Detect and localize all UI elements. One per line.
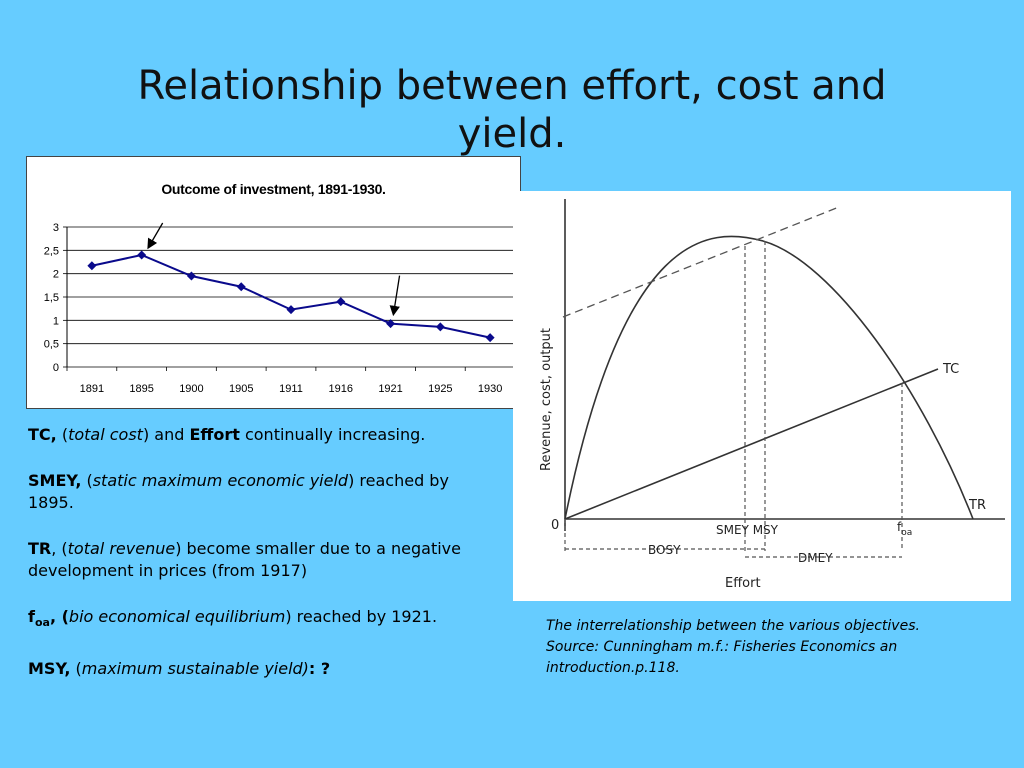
caption-line-1: The interrelationship between the variou… (546, 618, 920, 634)
dmey-label: DMEY (798, 551, 833, 565)
chart-x-tick-label: 1905 (229, 383, 253, 395)
foa-label: foa (897, 520, 912, 538)
chart-x-tick-label: 1900 (179, 383, 203, 395)
chart-y-tick-label: 2 (53, 269, 59, 281)
chart-y-tick-label: 3 (53, 222, 59, 234)
chart-data-point (485, 333, 495, 343)
slide-title: Relationship between effort, cost and yi… (137, 63, 887, 157)
chart-data-point (236, 282, 246, 292)
tr-curve (564, 235, 974, 520)
chart-annotation-arrow (147, 222, 164, 250)
chart-x-tick-label: 1925 (428, 383, 452, 395)
figure-caption: The interrelationship between the variou… (546, 616, 1016, 679)
origin-label: 0 (551, 518, 559, 533)
chart-x-tick-label: 1895 (129, 383, 153, 395)
tr-label: TR (968, 498, 986, 513)
chart-data-point (137, 250, 147, 260)
line-chart: 0 0,5 1 1,5 2 2,5 3 1891 1895 1900 1905 1911 1916 192… (44, 222, 516, 395)
chart-y-tick-label: 1 (53, 315, 59, 327)
chart-x-tick-label: 1921 (378, 383, 402, 395)
chart-data-point (87, 261, 97, 271)
chart-data-point (336, 297, 346, 307)
diagram-y-axis-label: Revenue, cost, output (539, 328, 554, 471)
chart-x-tick-label: 1916 (329, 383, 353, 395)
tangent-dashed-line (562, 206, 840, 318)
caption-line-2: Source: Cunningham m.f.: Fisheries Econo… (546, 639, 898, 676)
notes-text: TC, (total cost) and Effort continually … (28, 424, 498, 704)
effort-cost-yield-diagram: Revenue, cost, output Effort 0 TC TR SME… (539, 199, 1005, 591)
chart-y-tick-label: 0,5 (44, 339, 59, 351)
chart-series-line (91, 253, 491, 339)
chart-x-tick-label: 1891 (80, 383, 104, 395)
chart-y-tick-label: 2,5 (44, 245, 59, 257)
bosy-label: BOSY (648, 543, 681, 557)
chart-x-tick-label: 1930 (478, 383, 502, 395)
chart-y-tick-label: 0 (53, 362, 59, 374)
chart-annotation-arrow (389, 275, 401, 317)
chart-y-tick-label: 1,5 (44, 292, 59, 304)
chart-data-point (386, 319, 396, 329)
note-msy: MSY, (maximum sustainable yield): ? (28, 659, 331, 679)
chart-x-tick-label: 1911 (279, 383, 303, 395)
chart-title: Outcome of investment, 1891-1930. (161, 181, 386, 197)
tc-line (564, 368, 939, 520)
note-tc: TC, (total cost) and Effort continually … (28, 425, 426, 444)
economic-diagram-panel: Revenue, cost, output Effort 0 TC TR SME… (513, 191, 1011, 601)
chart-data-point (186, 271, 196, 281)
chart-data-point (435, 322, 445, 332)
line-chart-panel: Outcome of investment, 1891-1930. 0 0,5 1 1… (26, 156, 521, 409)
chart-data-point (286, 305, 296, 315)
note-foa: foa, (bio economical equilibrium) reache… (28, 607, 438, 630)
smey-msy-label: SMEY MSY (716, 523, 779, 537)
tc-label: TC (942, 362, 959, 377)
note-tr: TR, (total revenue) become smaller due t… (28, 539, 461, 580)
note-smey: SMEY, (static maximum economic yield) re… (28, 471, 449, 512)
diagram-x-axis-label: Effort (725, 576, 761, 591)
